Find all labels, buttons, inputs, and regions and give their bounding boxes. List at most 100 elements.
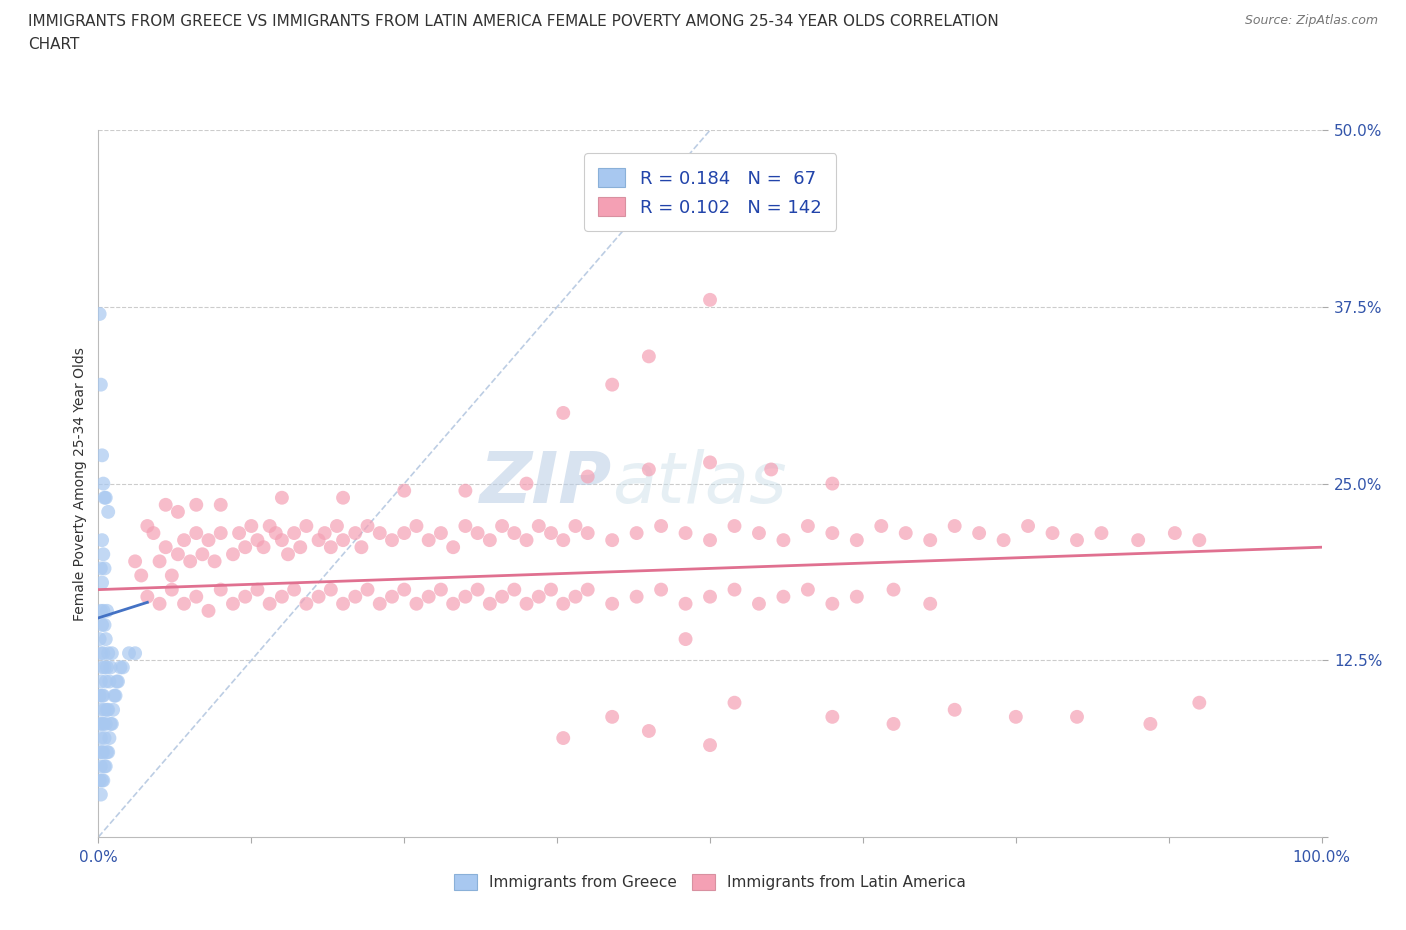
Point xyxy=(748,525,770,540)
Point xyxy=(94,674,117,689)
Point xyxy=(503,582,526,597)
Point xyxy=(93,759,115,774)
Point xyxy=(98,674,121,689)
Point xyxy=(222,547,245,562)
Point xyxy=(392,525,416,540)
Point xyxy=(101,716,124,731)
Point xyxy=(186,525,208,540)
Point xyxy=(553,596,575,611)
Point xyxy=(527,519,550,534)
Point xyxy=(993,533,1015,548)
Point xyxy=(110,660,132,675)
Point xyxy=(699,533,721,548)
Point xyxy=(91,745,114,760)
Point xyxy=(270,590,294,604)
Point xyxy=(553,533,575,548)
Point xyxy=(197,533,219,548)
Point xyxy=(308,590,330,604)
Point xyxy=(883,716,905,731)
Point xyxy=(93,561,115,576)
Point xyxy=(527,590,550,604)
Point xyxy=(240,519,263,534)
Point xyxy=(540,525,562,540)
Point xyxy=(319,539,342,554)
Point xyxy=(748,596,770,611)
Point xyxy=(179,554,201,569)
Point xyxy=(142,525,165,540)
Point xyxy=(290,539,312,554)
Point xyxy=(350,539,373,554)
Point xyxy=(252,539,274,554)
Point xyxy=(699,590,721,604)
Point xyxy=(821,596,844,611)
Point xyxy=(160,568,183,583)
Point xyxy=(797,519,820,534)
Point xyxy=(1128,533,1150,548)
Point xyxy=(91,688,114,703)
Point xyxy=(626,525,648,540)
Point xyxy=(600,378,623,392)
Y-axis label: Female Poverty Among 25-34 Year Olds: Female Poverty Among 25-34 Year Olds xyxy=(73,347,87,620)
Point xyxy=(96,745,118,760)
Point xyxy=(91,716,114,731)
Point xyxy=(894,525,917,540)
Point xyxy=(454,519,477,534)
Point xyxy=(637,462,661,477)
Point xyxy=(295,519,318,534)
Point xyxy=(344,525,367,540)
Text: ZIP: ZIP xyxy=(479,449,612,518)
Point xyxy=(103,688,125,703)
Point xyxy=(1164,525,1187,540)
Point xyxy=(90,645,112,660)
Point xyxy=(920,533,942,548)
Point xyxy=(101,645,124,660)
Point xyxy=(600,710,623,724)
Point xyxy=(845,590,868,604)
Point xyxy=(723,696,745,711)
Point xyxy=(89,745,111,760)
Point xyxy=(96,604,118,618)
Point xyxy=(105,674,128,689)
Point xyxy=(89,716,111,731)
Point xyxy=(797,582,820,597)
Point xyxy=(761,207,783,222)
Point xyxy=(91,773,114,788)
Point xyxy=(233,590,256,604)
Point xyxy=(295,596,318,611)
Point xyxy=(90,378,112,392)
Point xyxy=(91,716,114,731)
Point xyxy=(167,547,190,562)
Point xyxy=(98,731,121,746)
Point xyxy=(314,525,336,540)
Point xyxy=(319,582,342,597)
Point xyxy=(155,498,177,512)
Point xyxy=(392,484,416,498)
Point xyxy=(845,533,868,548)
Point xyxy=(600,533,623,548)
Point xyxy=(149,596,172,611)
Point xyxy=(1188,696,1211,711)
Point xyxy=(637,724,661,738)
Text: CHART: CHART xyxy=(28,37,80,52)
Text: IMMIGRANTS FROM GREECE VS IMMIGRANTS FROM LATIN AMERICA FEMALE POVERTY AMONG 25-: IMMIGRANTS FROM GREECE VS IMMIGRANTS FRO… xyxy=(28,14,998,29)
Point xyxy=(91,533,114,548)
Point xyxy=(111,660,134,675)
Point xyxy=(124,554,146,569)
Point xyxy=(515,476,537,491)
Point xyxy=(405,519,427,534)
Point xyxy=(204,554,226,569)
Point xyxy=(91,645,114,660)
Point xyxy=(564,590,586,604)
Point xyxy=(478,596,501,611)
Point xyxy=(467,525,489,540)
Point xyxy=(326,519,349,534)
Point xyxy=(100,660,122,675)
Point xyxy=(381,533,404,548)
Point xyxy=(90,759,112,774)
Point xyxy=(1042,525,1064,540)
Point xyxy=(576,525,599,540)
Point xyxy=(454,484,477,498)
Point xyxy=(124,645,146,660)
Point xyxy=(93,702,115,717)
Point xyxy=(91,547,114,562)
